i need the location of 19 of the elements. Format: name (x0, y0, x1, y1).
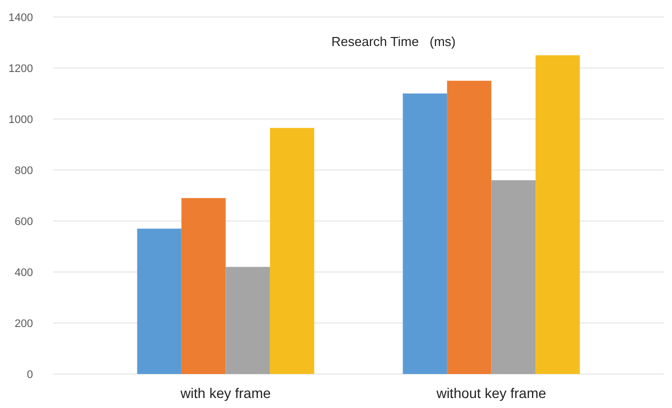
x-tick-label: without key frame (435, 385, 546, 401)
bar (270, 128, 314, 374)
y-tick-label: 200 (14, 318, 33, 330)
y-tick-label: 1200 (8, 62, 33, 75)
bar (402, 94, 448, 374)
bar (447, 80, 492, 374)
x-tick-label: with key frame (180, 385, 272, 401)
y-tick-label: 1000 (8, 114, 33, 126)
bar (181, 198, 226, 374)
text: Research Time (ms) (331, 34, 456, 49)
y-tick-label: 400 (14, 266, 33, 279)
y-tick-label: 600 (14, 216, 33, 228)
bar (226, 266, 270, 374)
bar (491, 180, 536, 374)
y-tick-label: 800 (14, 164, 33, 177)
bar (536, 55, 580, 374)
bar (137, 228, 182, 374)
y-tick-label: 1400 (8, 12, 33, 24)
y-tick-label: 0 (26, 368, 33, 381)
